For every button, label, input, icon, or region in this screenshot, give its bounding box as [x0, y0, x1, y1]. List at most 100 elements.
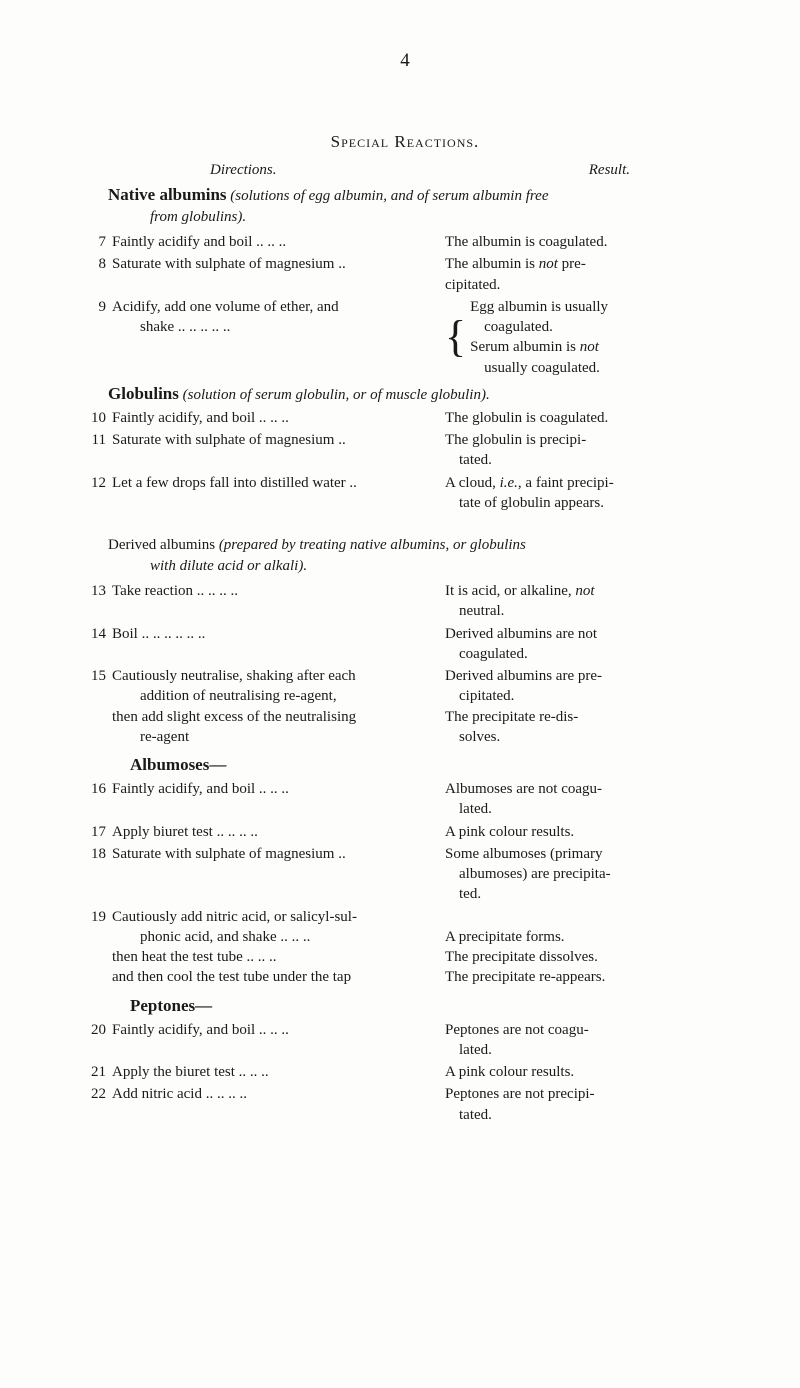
- text: and then cool the test tube under the ta…: [112, 967, 427, 987]
- text-italic: i.e.: [500, 475, 518, 491]
- text: Acidify, add one volume of ether, and: [112, 297, 427, 317]
- page-number: 4: [80, 50, 730, 72]
- entry-19: 19 Cautiously add nitric acid, or salicy…: [80, 907, 730, 988]
- entry-number: 16: [80, 779, 112, 799]
- entry-number: 20: [80, 1020, 112, 1040]
- text: It is acid, or alkaline, not: [445, 581, 730, 601]
- globulins-title: Globulins: [108, 384, 179, 403]
- text: Derived albumins are pre-: [445, 666, 730, 686]
- entry-number: 13: [80, 581, 112, 601]
- text: Egg albumin is usually: [470, 297, 608, 317]
- text: Cautiously neutralise, shaking after eac…: [112, 666, 427, 686]
- entry-result: It is acid, or alkaline, not neutral.: [445, 581, 730, 622]
- entry-direction: Faintly acidify, and boil .. .. ..: [112, 408, 445, 428]
- text: Peptones are not coagu-: [445, 1020, 730, 1040]
- entry-direction: Faintly acidify, and boil .. .. ..: [112, 1020, 445, 1040]
- entry-direction: Faintly acidify, and boil .. .. ..: [112, 779, 445, 799]
- entry-15: 15 Cautiously neutralise, shaking after …: [80, 666, 730, 747]
- spacer: [445, 907, 730, 927]
- entry-number: 8: [80, 254, 112, 274]
- text: Derived albumins are not: [445, 624, 730, 644]
- derived-heading: Derived albumins (prepared by treating n…: [108, 537, 730, 554]
- entry-direction: Cautiously neutralise, shaking after eac…: [112, 666, 445, 747]
- text: then heat the test tube .. .. ..: [112, 947, 427, 967]
- text-cont: lated.: [445, 1040, 730, 1060]
- text: Cautiously add nitric acid, or salicyl-s…: [112, 907, 427, 927]
- text-cont: solves.: [445, 727, 730, 747]
- entry-direction: Let a few drops fall into distilled wate…: [112, 473, 445, 493]
- entry-22: 22 Add nitric acid .. .. .. .. Peptones …: [80, 1084, 730, 1125]
- entry-result: Derived albumins are not coagulated.: [445, 624, 730, 665]
- entry-number: 14: [80, 624, 112, 644]
- text: The precipitate re-appears.: [445, 967, 730, 987]
- text: Serum albumin is not: [470, 337, 608, 357]
- entry-11: 11 Saturate with sulphate of magnesium .…: [80, 430, 730, 471]
- entry-direction: Saturate with sulphate of magnesium ..: [112, 844, 445, 864]
- native-paren-2: from globulins).: [150, 209, 730, 226]
- text: Peptones are not precipi-: [445, 1084, 730, 1104]
- entry-number: 17: [80, 822, 112, 842]
- entry-result: The albumin is not pre- cipitated.: [445, 254, 730, 295]
- entry-result: The globulin is coagulated.: [445, 408, 730, 428]
- text-cont: tated.: [445, 450, 730, 470]
- entry-direction: Faintly acidify and boil .. .. ..: [112, 232, 445, 252]
- section-header: Special Reactions.: [80, 132, 730, 152]
- entry-result: The albumin is coagulated.: [445, 232, 730, 252]
- entry-number: 15: [80, 666, 112, 686]
- directions-label: Directions.: [210, 162, 277, 179]
- entry-direction: Saturate with sulphate of magnesium ..: [112, 254, 445, 274]
- text-cont: ted.: [445, 884, 730, 904]
- text-cont: tated.: [445, 1105, 730, 1125]
- entry-result: A pink colour results.: [445, 1062, 730, 1082]
- entry-16: 16 Faintly acidify, and boil .. .. .. Al…: [80, 779, 730, 820]
- entry-20: 20 Faintly acidify, and boil .. .. .. Pe…: [80, 1020, 730, 1061]
- entry-13: 13 Take reaction .. .. .. .. It is acid,…: [80, 581, 730, 622]
- entry-result: Some albumoses (primary albumoses) are p…: [445, 844, 730, 905]
- entry-result: Albumoses are not coagu- lated.: [445, 779, 730, 820]
- entry-direction: Take reaction .. .. .. ..: [112, 581, 445, 601]
- native-title: Native albumins: [108, 185, 227, 204]
- text-italic: not: [580, 339, 599, 355]
- entry-number: 10: [80, 408, 112, 428]
- text-italic: not: [575, 583, 594, 599]
- entry-number: 21: [80, 1062, 112, 1082]
- text: A cloud,: [445, 475, 500, 491]
- result-label: Result.: [589, 162, 630, 179]
- entry-number: 9: [80, 297, 112, 317]
- text-italic: not: [539, 256, 558, 272]
- entry-21: 21 Apply the biuret test .. .. .. A pink…: [80, 1062, 730, 1082]
- text: The precipitate dissolves.: [445, 947, 730, 967]
- entry-number: 7: [80, 232, 112, 252]
- text-cont: tate of globulin appears.: [445, 493, 730, 513]
- text: Some albumoses (primary: [445, 844, 730, 864]
- text-cont: coagulated.: [470, 317, 608, 337]
- brace-icon: {: [445, 315, 466, 359]
- column-headers: Directions. Result.: [80, 162, 730, 179]
- entry-direction: Apply biuret test .. .. .. ..: [112, 822, 445, 842]
- text: The precipitate re-dis-: [445, 707, 730, 727]
- text: A precipitate forms.: [445, 927, 730, 947]
- entry-number: 11: [80, 430, 112, 450]
- entry-result: Peptones are not coagu- lated.: [445, 1020, 730, 1061]
- text: Serum albumin is: [470, 339, 580, 355]
- entry-12: 12 Let a few drops fall into distilled w…: [80, 473, 730, 514]
- derived-paren-1: (prepared by treating native albumins, o…: [219, 537, 526, 553]
- text: It is acid, or alkaline,: [445, 583, 575, 599]
- entry-number: 19: [80, 907, 112, 927]
- entry-number: 18: [80, 844, 112, 864]
- text: A cloud, i.e., a faint precipi-: [445, 473, 730, 493]
- text-cont: cipitated.: [445, 275, 730, 295]
- entry-9: 9 Acidify, add one volume of ether, and …: [80, 297, 730, 378]
- entry-14: 14 Boil .. .. .. .. .. .. Derived albumi…: [80, 624, 730, 665]
- entry-result: Derived albumins are pre- cipitated. The…: [445, 666, 730, 747]
- globulins-heading: Globulins (solution of serum globulin, o…: [108, 384, 730, 404]
- native-albumins-heading: Native albumins (solutions of egg albumi…: [108, 185, 730, 205]
- entry-direction: Apply the biuret test .. .. ..: [112, 1062, 445, 1082]
- entry-direction: Boil .. .. .. .. .. ..: [112, 624, 445, 644]
- globulins-paren: (solution of serum globulin, or of muscl…: [183, 387, 490, 403]
- entry-result: A cloud, i.e., a faint precipi- tate of …: [445, 473, 730, 514]
- text-cont: shake .. .. .. .. ..: [112, 317, 427, 337]
- text-cont: neutral.: [445, 601, 730, 621]
- entry-7: 7 Faintly acidify and boil .. .. .. The …: [80, 232, 730, 252]
- text: , a faint precipi-: [518, 475, 614, 491]
